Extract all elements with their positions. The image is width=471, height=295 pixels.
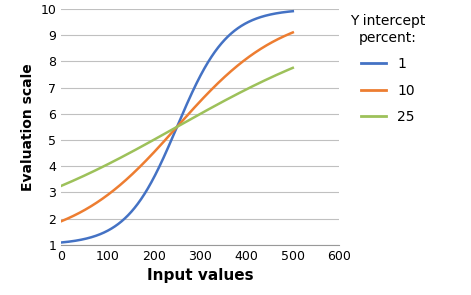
10 bbox=[165, 135, 171, 139]
1 bbox=[290, 9, 296, 13]
25 bbox=[283, 69, 289, 73]
1 bbox=[58, 241, 64, 244]
Legend: 1, 10, 25: 1, 10, 25 bbox=[345, 9, 431, 130]
1 bbox=[283, 10, 289, 14]
10 bbox=[283, 34, 289, 37]
1 bbox=[165, 147, 171, 150]
Line: 10: 10 bbox=[61, 32, 293, 221]
10 bbox=[283, 34, 289, 37]
X-axis label: Input values: Input values bbox=[147, 268, 253, 283]
Y-axis label: Evaluation scale: Evaluation scale bbox=[21, 63, 35, 191]
10 bbox=[58, 219, 64, 223]
10 bbox=[241, 59, 246, 63]
Line: 25: 25 bbox=[61, 68, 293, 186]
25 bbox=[70, 179, 76, 183]
25 bbox=[165, 130, 171, 134]
Line: 1: 1 bbox=[61, 11, 293, 242]
10 bbox=[171, 129, 177, 132]
1 bbox=[171, 132, 177, 136]
25 bbox=[283, 69, 289, 73]
25 bbox=[290, 66, 296, 70]
25 bbox=[58, 184, 64, 188]
10 bbox=[70, 214, 76, 218]
1 bbox=[283, 10, 289, 14]
25 bbox=[171, 127, 177, 130]
10 bbox=[290, 31, 296, 34]
25 bbox=[241, 89, 246, 93]
1 bbox=[241, 23, 246, 26]
1 bbox=[70, 239, 76, 243]
